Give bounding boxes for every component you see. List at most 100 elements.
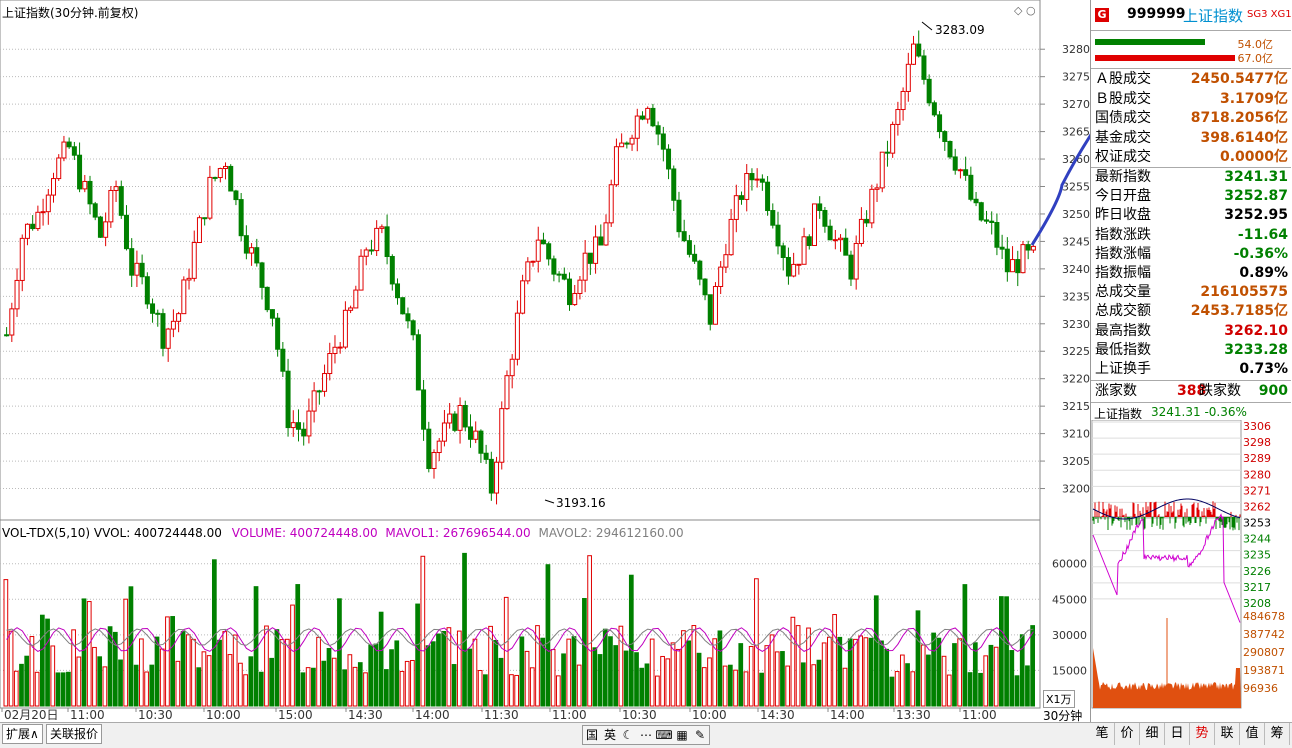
volume-bar <box>337 598 342 707</box>
volume-bar <box>13 670 19 707</box>
volume-bar <box>24 655 30 707</box>
mini-price-tick: 3226 <box>1243 565 1271 578</box>
row-value: 3233.28 <box>1224 341 1288 358</box>
ime-button[interactable]: ⌨ <box>655 728 673 742</box>
volume-bar <box>498 657 504 707</box>
candle-body <box>379 226 385 229</box>
mavol1-line <box>6 627 1034 653</box>
candle-body <box>342 309 348 348</box>
turnover-table: Ａ股成交 2450.5477亿 Ｂ股成交 3.1709亿 国债成交 8718.2056亿基… <box>1091 70 1291 168</box>
ime-button[interactable]: 国 <box>585 728 598 742</box>
candle-body <box>937 114 943 133</box>
volume-bar <box>66 671 71 707</box>
candle-body <box>103 221 109 238</box>
candle-body <box>785 256 791 277</box>
candle-body <box>92 203 98 218</box>
right-tab[interactable]: 笔 <box>1090 723 1115 745</box>
right-tab[interactable]: 筹 <box>1265 723 1290 745</box>
row-label: 总成交量 <box>1095 284 1151 301</box>
volume-bar <box>691 625 697 707</box>
volume-bar <box>509 674 514 707</box>
ime-button[interactable]: ☾ <box>622 728 634 742</box>
main-chart-area[interactable]: 上证指数(30分钟.前复权) ◇ ○ 3280 3275 3270 3265 3260 3… <box>0 0 1090 726</box>
volume-bar <box>389 649 394 707</box>
volume-bar <box>978 672 983 707</box>
candle-body <box>801 236 807 265</box>
candle-body <box>765 181 771 212</box>
volume-bar <box>196 667 202 707</box>
row-label: 指数涨跌 <box>1095 226 1151 243</box>
row-value: 2453.7185亿 <box>1190 303 1288 320</box>
volume-bar <box>55 672 61 707</box>
period-label[interactable]: 30分钟 <box>1043 709 1083 723</box>
mini-price-tick: 3271 <box>1243 484 1271 497</box>
candle-body <box>389 256 395 285</box>
mini-avg-line <box>1092 498 1241 520</box>
candle-body <box>108 189 114 223</box>
mini-price-tick: 3235 <box>1243 549 1271 562</box>
mini-price-tick: 3306 <box>1243 420 1271 433</box>
candle-body <box>968 174 974 200</box>
candle-body <box>639 115 645 120</box>
candle-body <box>426 428 432 470</box>
y-tick-label: 3215 <box>1062 400 1090 413</box>
mini-vol-tick: 290807 <box>1243 646 1285 659</box>
right-tab[interactable]: 价 <box>1115 723 1140 745</box>
volume-bar <box>60 672 66 707</box>
volume-bar <box>592 647 598 707</box>
mavol2-line <box>6 628 1034 647</box>
volume-bar <box>144 671 149 707</box>
ime-button[interactable]: 英 <box>603 728 616 742</box>
right-tab[interactable]: 日 <box>1165 723 1190 745</box>
candle-body <box>249 247 255 254</box>
volume-bar <box>926 654 931 707</box>
right-tab[interactable]: 值 <box>1240 723 1265 745</box>
candle-body <box>916 43 922 57</box>
x-tick-label: 10:30 <box>622 708 657 720</box>
intraday-mini-chart[interactable]: 3306 3298 3289 3280 3271 3262 3253 3244 3235 3226… <box>1091 420 1291 720</box>
y-tick-label: 3250 <box>1062 208 1090 221</box>
candle-body <box>546 243 552 260</box>
volume-bar <box>128 586 134 707</box>
candle-body <box>1004 248 1010 273</box>
candle-body <box>947 140 953 158</box>
candle-body <box>744 173 750 200</box>
volume-bar <box>92 646 97 707</box>
volume-bar <box>670 642 676 707</box>
candle-body <box>410 320 416 336</box>
candle-body <box>530 260 536 263</box>
candle-body <box>217 168 223 179</box>
candle-body <box>35 211 41 230</box>
up-count: 388 <box>1177 383 1207 399</box>
volume-bar <box>602 628 608 707</box>
volume-bar <box>571 636 577 707</box>
volume-bar <box>238 662 243 707</box>
volume-bar <box>211 559 217 707</box>
candle-body <box>624 142 630 145</box>
candle-body <box>254 247 260 264</box>
mini-vol-tick: 484678 <box>1243 610 1285 623</box>
candle-body <box>24 223 30 239</box>
right-tab[interactable]: 联 <box>1215 723 1240 745</box>
tab-extend[interactable]: 扩展∧ <box>2 724 43 744</box>
ime-toolbar[interactable]: 国英 ☾ ⋯ ⌨ ▦ ✎ <box>582 725 710 745</box>
candle-body <box>494 461 500 494</box>
volume-bar <box>701 667 707 707</box>
candle-body <box>999 246 1005 250</box>
row-value: 0.89% <box>1239 265 1288 281</box>
candle-body <box>259 262 265 288</box>
tab-related-quotes[interactable]: 关联报价 <box>46 724 103 744</box>
ime-button[interactable]: ✎ <box>694 728 706 742</box>
candle-body <box>796 263 802 266</box>
candle-body <box>295 422 301 430</box>
right-tab[interactable]: 细 <box>1140 723 1165 745</box>
right-tab[interactable]: 势 <box>1190 723 1215 745</box>
volume-bar <box>284 638 290 707</box>
volume-bar <box>331 657 337 707</box>
stock-tags: SG3 XG1 <box>1247 9 1292 20</box>
candle-body <box>483 452 489 460</box>
chart-controls-icon[interactable]: ◇ ○ <box>1014 4 1036 17</box>
volume-bar <box>582 598 587 707</box>
ime-button[interactable]: ▦ <box>676 728 688 742</box>
ime-button[interactable]: ⋯ <box>640 728 652 742</box>
